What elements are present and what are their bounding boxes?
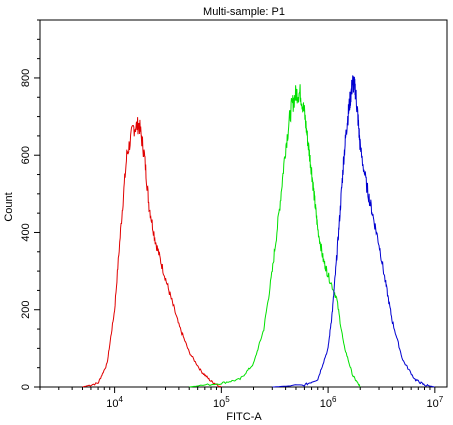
series-layer <box>82 75 435 388</box>
chart-title: Multi-sample: P1 <box>203 6 285 18</box>
x-axis: 104 105 106 107 <box>39 387 444 410</box>
y-axis: 0 200 400 600 800 <box>20 19 40 390</box>
y-tick-label: 200 <box>20 301 32 319</box>
histogram-series-1 <box>82 117 222 388</box>
x-tick-label: 104 <box>106 395 123 410</box>
histogram-series-3 <box>272 75 435 388</box>
plot-area <box>39 19 448 388</box>
y-tick-label: 600 <box>20 146 32 164</box>
y-axis-label: Count <box>3 192 15 221</box>
x-tick-label: 106 <box>320 395 337 410</box>
y-tick-label: 800 <box>20 69 32 87</box>
y-tick-label: 0 <box>20 384 32 390</box>
x-tick-label: 107 <box>426 395 443 410</box>
histogram-series-2 <box>189 84 361 388</box>
x-tick-label: 105 <box>213 395 230 410</box>
y-tick-label: 400 <box>20 223 32 241</box>
x-axis-label: FITC-A <box>226 411 262 423</box>
